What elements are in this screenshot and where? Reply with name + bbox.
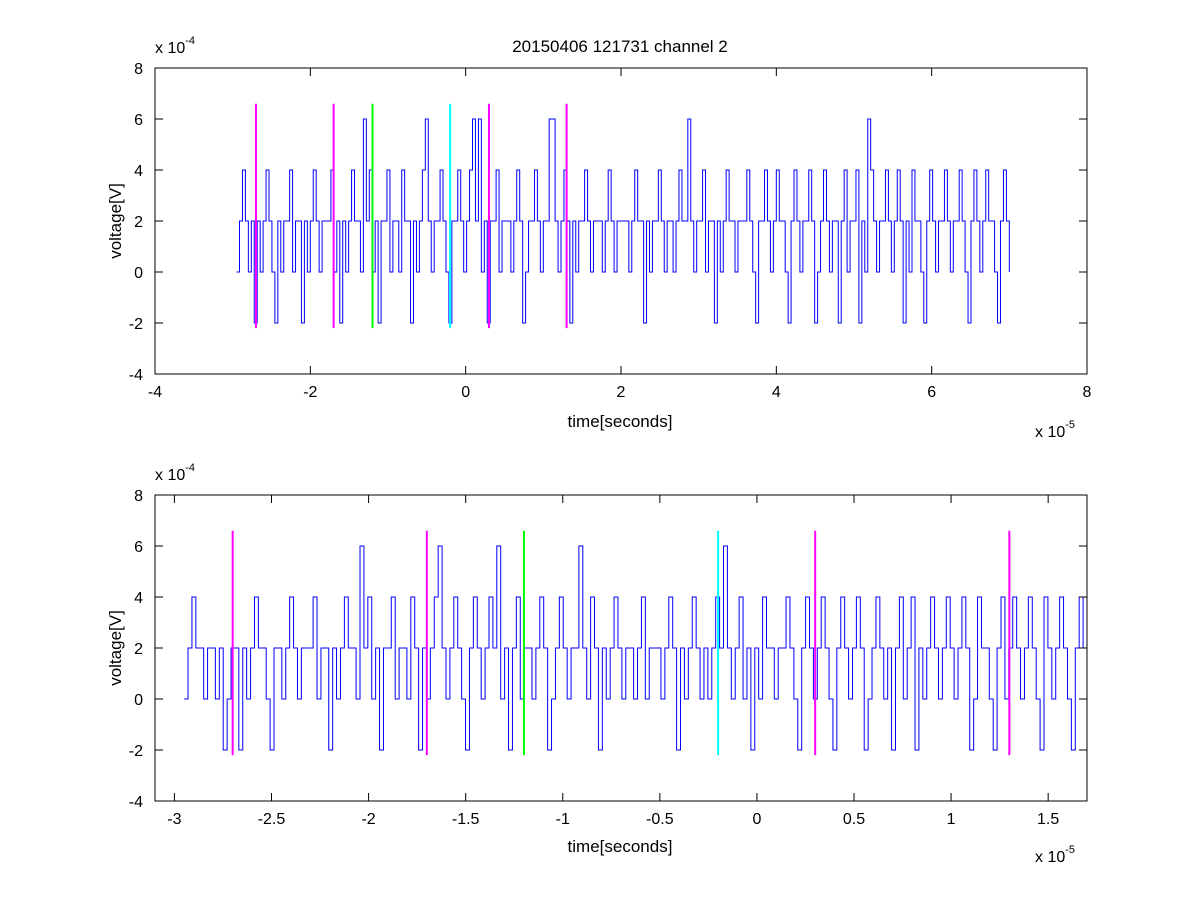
- top-x-tick-label: 4: [772, 384, 781, 401]
- bottom-x-exponent: x 10-5: [1035, 844, 1075, 866]
- bottom-x-axis-label: time[seconds]: [568, 837, 673, 856]
- top-y-exponent: x 10-4: [155, 35, 195, 57]
- top-y-tick-label: 4: [134, 163, 143, 180]
- bottom-x-tick-label: -3: [167, 811, 181, 828]
- top-y-tick-label: 2: [134, 214, 143, 231]
- top-x-exponent-power: -5: [1065, 419, 1075, 431]
- top-x-tick-label: 0: [461, 384, 470, 401]
- top-signal-line: [236, 118, 1010, 324]
- bottom-x-exponent-base: x 10: [1035, 849, 1065, 866]
- bottom-ticks: -3 -2.5 -2 -1.5 -1 -0.5 0 0.5 1 1.5 -4 -2 0 2 4 6 8: [129, 488, 1087, 828]
- top-x-exponent: x 10-5: [1035, 419, 1075, 441]
- bottom-y-tick-label: 2: [134, 641, 143, 658]
- top-ticks: -4 -2 0 2 4 6 8 -4 -2 0 2 4 6 8: [129, 61, 1092, 401]
- axes-bottom: -3 -2.5 -2 -1.5 -1 -0.5 0 0.5 1 1.5 -4 -2 0 2 4 6 8 time…: [106, 462, 1088, 866]
- top-y-tick-label: -4: [129, 367, 143, 384]
- bottom-y-tick-label: 0: [134, 692, 143, 709]
- bottom-x-exponent-power: -5: [1065, 844, 1075, 856]
- bottom-y-axis-label: voltage[V]: [106, 610, 125, 686]
- axes-top: -4 -2 0 2 4 6 8 -4 -2 0 2 4 6 8 time[seconds] voltage…: [106, 35, 1092, 441]
- bottom-y-exponent-base: x 10: [155, 467, 185, 484]
- top-x-tick-label: 8: [1083, 384, 1092, 401]
- top-y-exponent-base: x 10: [155, 40, 185, 57]
- top-x-axis-label: time[seconds]: [568, 412, 673, 431]
- bottom-y-tick-label: 6: [134, 539, 143, 556]
- bottom-x-tick-label: -1.5: [452, 811, 480, 828]
- top-x-tick-label: 6: [927, 384, 936, 401]
- bottom-x-tick-label: -1: [556, 811, 570, 828]
- top-x-exponent-base: x 10: [1035, 424, 1065, 441]
- top-y-tick-label: -2: [129, 316, 143, 333]
- bottom-x-tick-label: -2.5: [258, 811, 286, 828]
- bottom-y-tick-label: 8: [134, 488, 143, 505]
- bottom-x-tick-label: 1.5: [1037, 811, 1059, 828]
- bottom-x-tick-label: 0: [752, 811, 761, 828]
- top-y-tick-label: 0: [134, 265, 143, 282]
- top-y-tick-label: 6: [134, 112, 143, 129]
- bottom-y-tick-label: 4: [134, 590, 143, 607]
- bottom-x-tick-label: 0.5: [843, 811, 865, 828]
- bottom-y-tick-label: -4: [129, 794, 143, 811]
- top-plot-marks: [236, 103, 1010, 329]
- bottom-plot-marks: [184, 530, 1088, 756]
- bottom-x-tick-label: 1: [947, 811, 956, 828]
- bottom-x-tick-label: -2: [361, 811, 375, 828]
- figure-title: 20150406 121731 channel 2: [512, 37, 728, 56]
- bottom-y-exponent: x 10-4: [155, 462, 195, 484]
- bottom-y-tick-label: -2: [129, 743, 143, 760]
- top-x-tick-label: -4: [148, 384, 162, 401]
- top-y-tick-label: 8: [134, 61, 143, 78]
- bottom-x-tick-label: -0.5: [646, 811, 674, 828]
- top-y-axis-label: voltage[V]: [106, 183, 125, 259]
- bottom-signal-line: [184, 545, 1088, 751]
- top-x-tick-label: -2: [303, 384, 317, 401]
- top-y-exponent-power: -4: [185, 35, 195, 47]
- bottom-y-exponent-power: -4: [185, 462, 195, 474]
- top-x-tick-label: 2: [617, 384, 626, 401]
